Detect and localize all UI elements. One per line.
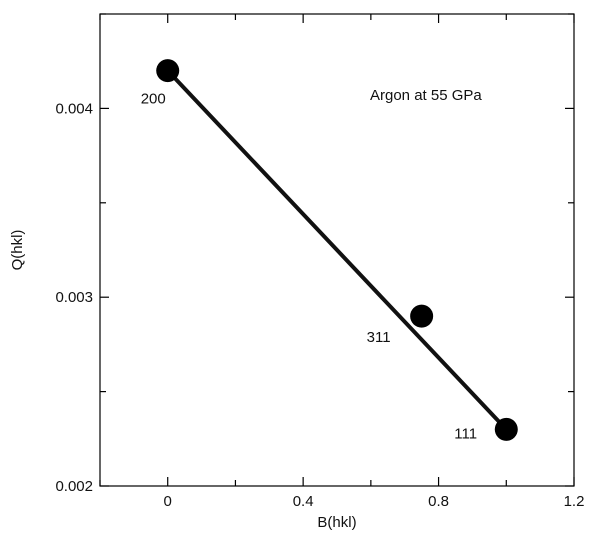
fit-line-group: [165, 68, 509, 432]
point-label-200: 200: [141, 91, 166, 108]
axis-ticks: [99, 13, 575, 487]
tick-labels: 0 0.4 0.8 1.2 0.002 0.003 0.004: [55, 100, 584, 510]
y-tick-label: 0.003: [55, 289, 93, 306]
data-point-311: [410, 304, 434, 328]
x-tick-label: 0: [164, 493, 172, 510]
y-axis-title: Q(hkl): [9, 230, 26, 271]
chart-annotation: Argon at 55 GPa: [370, 87, 482, 104]
fit-line: [165, 68, 509, 432]
data-point-200: [156, 59, 180, 83]
x-tick-label: 1.2: [564, 493, 585, 510]
data-point-111: [494, 417, 518, 441]
point-label-311: 311: [367, 329, 391, 346]
y-tick-label: 0.002: [55, 478, 93, 495]
plot-frame: [99, 13, 575, 487]
x-tick-label: 0.4: [293, 493, 314, 510]
data-points: [156, 59, 518, 441]
y-tick-label: 0.004: [55, 100, 93, 117]
point-label-111: 111: [454, 425, 477, 442]
x-axis-title: B(hkl): [317, 514, 356, 531]
x-tick-label: 0.8: [428, 493, 449, 510]
point-labels: 200 311 111: [141, 91, 477, 443]
